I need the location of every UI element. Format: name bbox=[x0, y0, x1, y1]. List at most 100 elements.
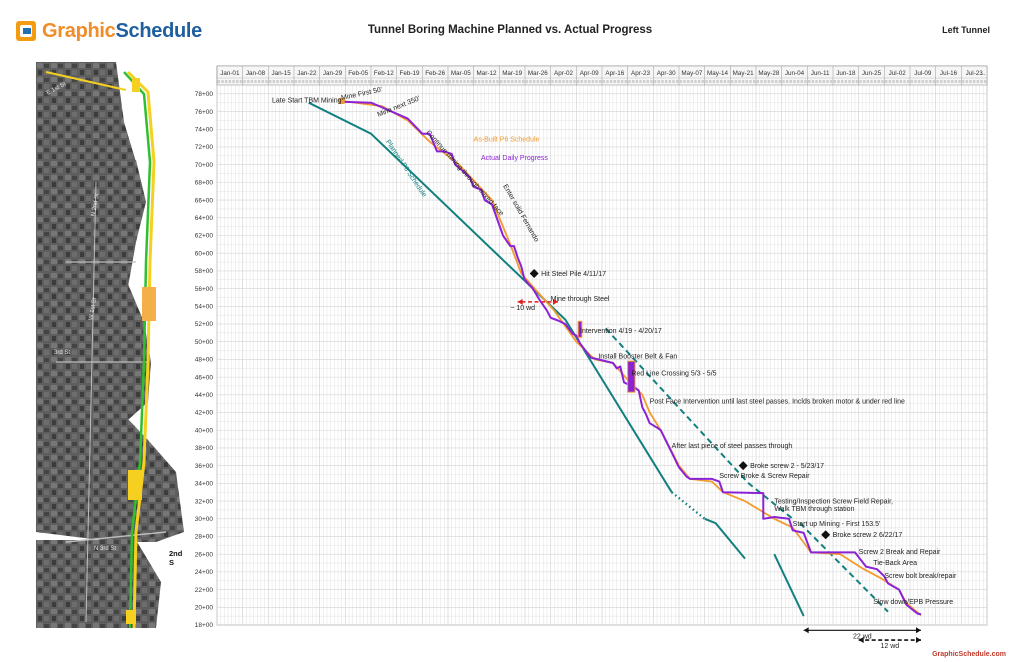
day-cell bbox=[892, 80, 895, 83]
x-tick-label: Mar-05 bbox=[451, 70, 471, 77]
day-cell bbox=[309, 80, 312, 83]
timeline-header: Jan-01 Jan-08 Jan-15 Jan-22 Jan-29 Feb-05 Feb-… bbox=[216, 65, 988, 86]
day-cell bbox=[657, 80, 661, 83]
series-line bbox=[341, 100, 922, 616]
day-cell bbox=[686, 80, 690, 83]
day-cell bbox=[426, 80, 430, 83]
map-street-label: 3rd St bbox=[54, 350, 71, 356]
y-tick-label: 62+00 bbox=[195, 233, 214, 240]
x-tick-label: Jan-22 bbox=[297, 70, 317, 77]
intervention-bar bbox=[627, 360, 636, 393]
y-tick-label: 52+00 bbox=[195, 321, 214, 328]
day-cell bbox=[705, 80, 708, 83]
day-cell bbox=[400, 80, 404, 83]
day-cell bbox=[950, 80, 954, 83]
day-cell bbox=[866, 80, 870, 83]
chart-annotation: ~ 10 wd bbox=[510, 305, 535, 312]
series-line bbox=[341, 100, 922, 616]
x-tick-label: Jun-25 bbox=[862, 70, 882, 77]
y-tick-label: 58+00 bbox=[195, 268, 214, 275]
day-cell bbox=[661, 80, 664, 83]
x-tick-label: Apr-09 bbox=[580, 70, 599, 77]
day-cell bbox=[591, 80, 595, 83]
day-cell bbox=[881, 80, 884, 83]
day-cell bbox=[738, 80, 741, 83]
y-tick-label: 36+00 bbox=[195, 463, 214, 470]
day-cell bbox=[536, 80, 540, 83]
x-tick-label: Mar-26 bbox=[528, 70, 548, 77]
route-map-image: E 1st St W 1st St N 2nd St N 3rd St 3rd … bbox=[36, 62, 184, 629]
day-cell bbox=[943, 80, 947, 83]
chart-annotation: Install Booster Belt & Fan bbox=[598, 354, 677, 361]
day-cell bbox=[404, 80, 408, 83]
arrow-head bbox=[553, 298, 558, 305]
x-tick-label: May-21 bbox=[733, 70, 754, 77]
day-cell bbox=[958, 80, 961, 83]
day-cell bbox=[353, 80, 356, 83]
day-cell bbox=[430, 80, 433, 83]
duration-arrow-label: 12 wd bbox=[880, 643, 899, 650]
day-cell bbox=[631, 80, 635, 83]
day-cell bbox=[811, 80, 815, 83]
day-cell bbox=[804, 80, 807, 83]
day-cell bbox=[895, 80, 899, 83]
day-cell bbox=[639, 80, 642, 83]
chart-annotation: Slow down/EPB Pressure bbox=[873, 599, 953, 606]
day-cell bbox=[496, 80, 499, 83]
x-tick-label: May-14 bbox=[707, 70, 728, 77]
x-tick-label: Feb-05 bbox=[348, 70, 368, 77]
map-street-label: N 3rd St bbox=[94, 546, 117, 552]
day-cell bbox=[294, 80, 298, 83]
day-cell bbox=[488, 80, 492, 83]
day-cell bbox=[862, 80, 866, 83]
day-cell bbox=[360, 80, 364, 83]
y-tick-label: 42+00 bbox=[195, 410, 214, 417]
day-cell bbox=[884, 80, 888, 83]
day-cell bbox=[642, 80, 646, 83]
day-cell bbox=[257, 80, 261, 83]
event-marker-label: Broke screw 2 - 5/23/17 bbox=[750, 463, 824, 470]
chart-annotation: Walk TBM through station bbox=[774, 506, 854, 513]
logo-icon bbox=[16, 21, 36, 41]
day-cell bbox=[554, 80, 558, 83]
day-cell bbox=[532, 80, 536, 83]
day-cell bbox=[672, 80, 675, 83]
day-cell bbox=[312, 80, 316, 83]
event-marker-label: Hit Steel Pile 4/11/17 bbox=[541, 271, 606, 278]
day-cell bbox=[767, 80, 771, 83]
day-cell bbox=[679, 80, 683, 83]
day-cell bbox=[936, 80, 939, 83]
chart-annotation: Screw Broke & Screw Repair bbox=[719, 473, 810, 480]
x-tick-label: Apr-30 bbox=[657, 70, 676, 77]
y-tick-label: 32+00 bbox=[195, 498, 214, 505]
day-cell bbox=[584, 80, 587, 83]
series-planned bbox=[604, 327, 889, 613]
x-tick-label: Mar-19 bbox=[502, 70, 522, 77]
day-cell bbox=[448, 80, 452, 83]
day-cell bbox=[848, 80, 851, 83]
event-diamond-marker bbox=[738, 461, 748, 471]
day-cell bbox=[393, 80, 397, 83]
day-cell bbox=[980, 80, 983, 83]
intervention-bar bbox=[577, 320, 583, 338]
day-cell bbox=[873, 80, 877, 83]
x-tick-label: Jun-18 bbox=[836, 70, 856, 77]
day-cell bbox=[268, 80, 272, 83]
day-cell bbox=[928, 80, 932, 83]
day-cell bbox=[481, 80, 485, 83]
day-cell bbox=[525, 80, 529, 83]
day-cell bbox=[371, 80, 375, 83]
day-cell bbox=[789, 80, 793, 83]
day-cell bbox=[833, 80, 837, 83]
footer-brand: GraphicSchedule.com bbox=[932, 651, 1006, 658]
day-cell bbox=[433, 80, 437, 83]
day-cell bbox=[906, 80, 910, 83]
day-cell bbox=[782, 80, 785, 83]
day-cell bbox=[745, 80, 749, 83]
day-cell bbox=[653, 80, 657, 83]
day-cell bbox=[668, 80, 672, 83]
day-cell bbox=[558, 80, 562, 83]
series-line-segment bbox=[604, 327, 794, 520]
day-cell bbox=[547, 80, 551, 83]
day-cell bbox=[444, 80, 448, 83]
